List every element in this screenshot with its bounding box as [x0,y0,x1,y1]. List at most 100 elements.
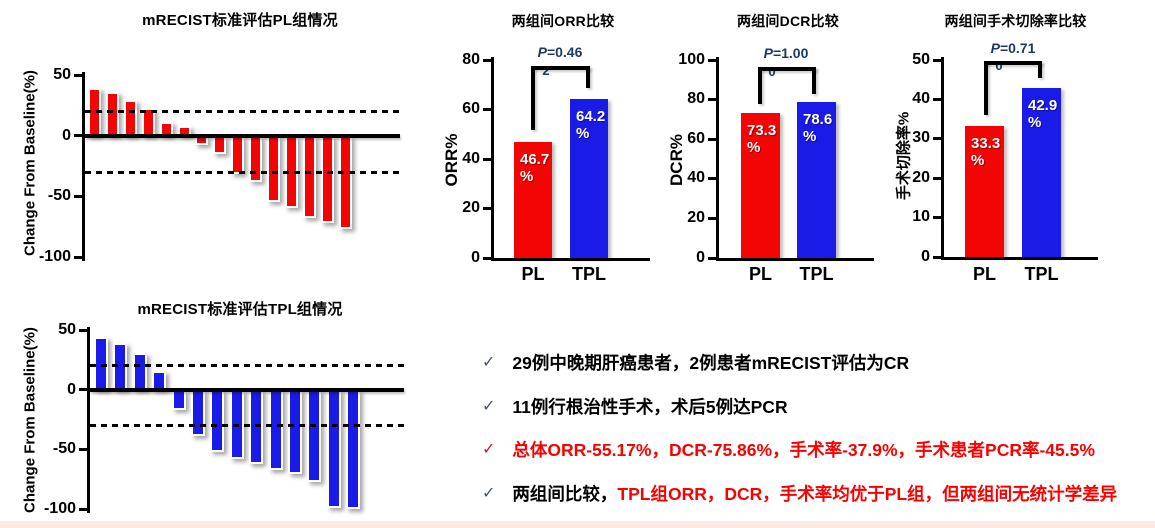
waterfall-bar [171,389,186,410]
bar-value-label: 42.9% [1028,96,1058,131]
y-tick-label: 60 [687,129,705,147]
sig-bracket-left-leg [531,66,535,130]
zero-baseline [90,387,404,392]
y-axis-line [491,57,494,261]
waterfall-bar [326,389,341,508]
y-tick-label: 40 [912,89,930,107]
bar-value-label: 46.7% [520,151,550,186]
resection-chart-title: 两组间手术切除率比较 [944,13,1087,29]
y-tick-mark [74,73,82,77]
x-axis-line [941,257,1098,260]
y-tick-label: -50 [52,440,76,458]
y-tick-label: 30 [912,129,930,147]
check-icon: ✓ [482,441,496,458]
waterfall-bar [123,100,137,136]
p-value-wrapped-digit: 0 [995,58,1003,73]
category-label: PL [972,264,996,284]
y-tick-label: 20 [912,168,930,186]
y-tick-label: 0 [921,247,930,265]
y-tick-label: -100 [38,248,71,265]
group-bar [965,125,1004,257]
y-tick-mark [933,216,941,220]
y-tick-label: 50 [53,66,71,83]
y-tick-mark [708,137,716,141]
p-value-label: P=0.71 [990,40,1036,56]
y-axis-line [941,57,944,260]
reference-line [85,109,400,113]
waterfall-bar [288,389,302,475]
x-axis-line [716,258,874,261]
waterfall-tpl-title: mRECIST标准评估TPL组情况 [137,301,343,318]
waterfall-bar [132,352,147,390]
bar-value-label: 33.3% [971,134,1001,169]
reference-line [85,170,400,174]
category-label: PL [521,264,545,284]
bullet-item: ✓ 两组间比较，TPL组ORR，DCR，手术率均优于PL组，但两组间无统计学差异 [482,483,1117,505]
y-tick-label: 50 [912,50,930,68]
bullet-text: 29例中晚期肝癌患者，2例患者mRECIST评估为CR [512,353,910,373]
y-tick-label: 0 [471,248,480,266]
group-bar [570,99,608,258]
waterfall-bar [191,389,205,437]
bullet-item: ✓ 29例中晚期肝癌患者，2例患者mRECIST评估为CR [482,352,909,374]
y-tick-mark [483,157,491,161]
reference-line [90,423,404,427]
bullet-text: 总体ORR-55.17%，DCR-75.86%，手术率-37.9%，手术患者PC… [512,440,1095,460]
y-tick-label: 20 [687,208,705,226]
y-tick-mark [79,388,87,392]
waterfall-pl-title: mRECIST标准评估PL组情况 [142,12,338,29]
waterfall-bar [210,389,225,452]
y-tick-label: 60 [462,100,480,117]
p-value-label: P=0.46 [537,44,583,60]
y-tick-mark [933,58,941,62]
y-tick-mark [483,207,491,210]
sig-bracket-right-leg [812,67,816,94]
y-tick-label: -50 [47,187,71,205]
bullet-item: ✓ 总体ORR-55.17%，DCR-75.86%，手术率-37.9%，手术患者P… [482,439,1095,461]
orr-chart-title: 两组间ORR比较 [511,13,615,29]
waterfall-bar [249,135,263,182]
bar-value-label: 78.6% [803,111,833,146]
y-axis-line [82,72,85,261]
group-bar [741,112,780,258]
y-tick-label: 0 [696,248,705,266]
y-tick-mark [483,108,491,111]
p-value-wrapped-digit: 0 [768,64,776,79]
waterfall-tpl-ylabel: Change From Baseline(%) [21,327,39,513]
check-icon: ✓ [482,354,496,371]
sig-bracket-left-leg [984,61,988,115]
waterfall-bar [268,389,283,470]
y-tick-label: 50 [58,321,76,338]
waterfall-bar [307,389,322,482]
y-tick-label: 20 [462,199,480,216]
bullet-text: 11例行根治性手术，术后5例达PCR [512,396,788,417]
y-tick-label: 80 [462,50,480,68]
waterfall-bar [213,135,227,154]
dcr-chart-title: 两组间DCR比较 [737,13,839,29]
x-axis-line [491,258,650,261]
y-tick-label: 10 [912,208,930,226]
sig-bracket-left-leg [758,67,762,104]
y-tick-mark [708,256,716,260]
y-tick-mark [483,58,491,62]
check-icon: ✓ [482,397,496,415]
waterfall-bar [231,135,245,175]
waterfall-bar [267,135,280,203]
group-bar [1022,87,1061,257]
p-value-wrapped-digit: 2 [542,63,550,78]
y-tick-label: 100 [678,50,705,68]
y-tick-label: 80 [687,90,705,108]
sig-bracket-line [984,61,1042,65]
y-tick-mark [74,134,82,138]
y-tick-mark [708,98,716,102]
footer-strip [0,521,1155,528]
y-tick-mark [708,58,716,62]
bar-value-label: 64.2% [576,108,606,143]
sig-bracket-right-leg [1038,61,1042,78]
y-tick-label: 40 [687,169,705,187]
sig-bracket-line [758,67,816,71]
y-tick-mark [708,216,716,220]
sig-bracket-line [531,66,590,70]
reference-line [90,364,404,368]
